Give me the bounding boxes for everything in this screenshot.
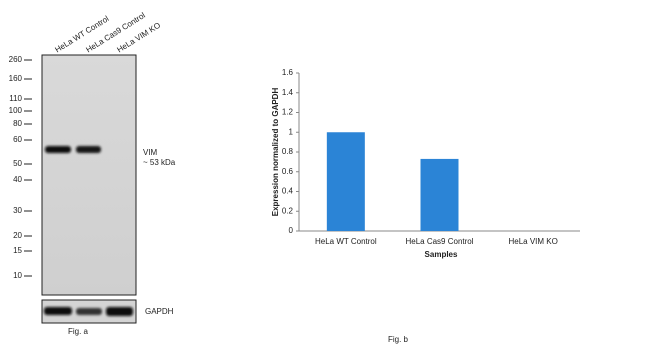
target-size: ~ 53 kDa	[143, 158, 176, 167]
y-tick-label: 0.6	[282, 167, 294, 176]
y-tick-label: 0.8	[282, 147, 294, 156]
y-tick-label: 0.2	[282, 206, 294, 215]
band	[76, 146, 101, 153]
y-axis-label: Expression normalized to GAPDH	[271, 88, 280, 217]
marker-label: 100	[9, 106, 23, 115]
band	[45, 146, 71, 153]
vim-bands	[44, 146, 133, 316]
y-tick-label: 1.2	[282, 108, 294, 117]
caption-a: Fig. a	[68, 327, 89, 336]
marker-label: 15	[13, 246, 22, 255]
marker-label: 40	[13, 175, 22, 184]
loading-control-label: GAPDH	[145, 307, 174, 316]
x-tick-label: HeLa WT Control	[315, 237, 377, 246]
y-tick-label: 1.4	[282, 88, 294, 97]
marker-label: 160	[9, 74, 23, 83]
bar	[420, 158, 459, 231]
marker-label: 20	[13, 231, 22, 240]
y-tick-label: 1.6	[282, 68, 294, 77]
blot-membrane	[41, 54, 137, 296]
marker-label: 110	[9, 94, 22, 103]
y-tick-label: 0	[289, 226, 294, 235]
band	[44, 307, 72, 315]
marker-label: 50	[13, 159, 22, 168]
x-tick-label: HeLa Cas9 Control	[405, 237, 473, 246]
band	[76, 308, 102, 315]
marker-label: 80	[13, 119, 22, 128]
target-label: VIM	[143, 148, 158, 157]
band	[106, 307, 133, 316]
marker-label: 10	[13, 271, 22, 280]
caption-b: Fig. b	[388, 335, 409, 344]
y-tick-label: 1	[289, 127, 294, 136]
marker-label: 260	[9, 55, 23, 64]
lane-label: HeLa WT Control	[53, 14, 110, 54]
marker-label: 30	[13, 206, 22, 215]
y-tick-label: 0.4	[282, 187, 294, 196]
bar	[326, 132, 365, 231]
marker-label: 60	[13, 135, 22, 144]
x-axis-label: Samples	[425, 250, 458, 259]
x-tick-label: HeLa VIM KO	[508, 237, 557, 246]
